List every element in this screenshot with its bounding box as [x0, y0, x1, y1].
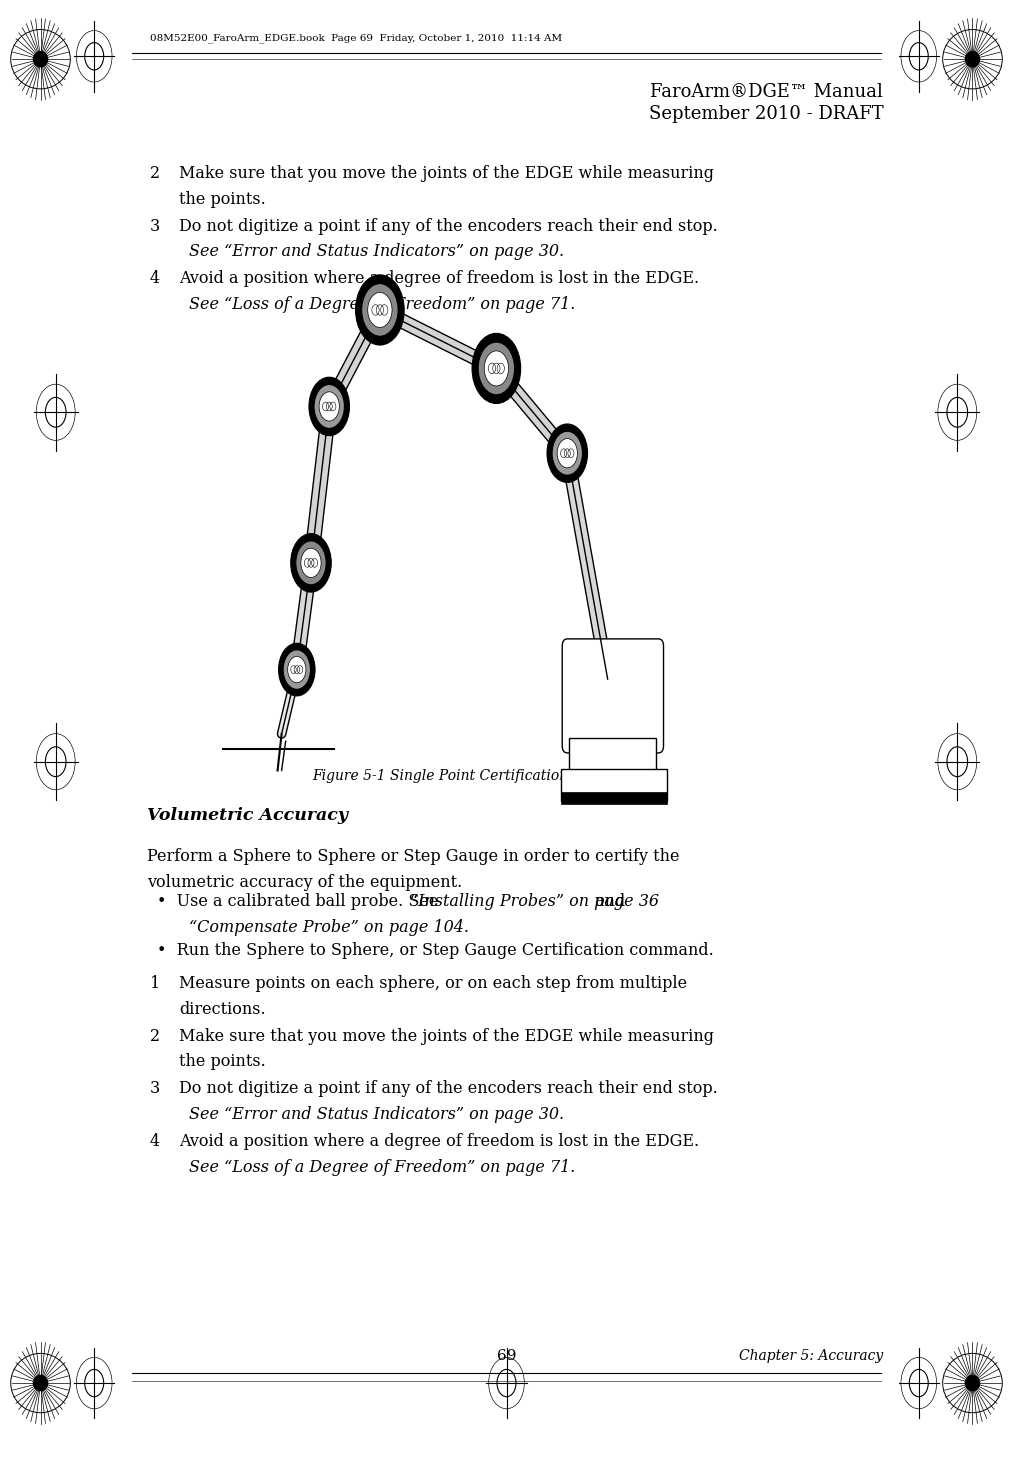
Text: 2: 2: [150, 165, 160, 183]
Text: directions.: directions.: [179, 1000, 266, 1018]
Circle shape: [557, 439, 577, 468]
Text: 1: 1: [150, 975, 160, 993]
Circle shape: [552, 431, 582, 475]
FancyBboxPatch shape: [561, 769, 667, 801]
Circle shape: [284, 649, 310, 689]
Circle shape: [301, 548, 321, 577]
Text: Do not digitize a point if any of the encoders reach their end stop.: Do not digitize a point if any of the en…: [179, 1080, 718, 1098]
Text: 4: 4: [150, 270, 160, 288]
Text: 3: 3: [150, 218, 160, 235]
Circle shape: [309, 377, 349, 436]
Text: •  Use a calibrated ball probe. See: • Use a calibrated ball probe. See: [157, 893, 444, 911]
Text: the points.: the points.: [179, 190, 266, 208]
Text: Perform a Sphere to Sphere or Step Gauge in order to certify the: Perform a Sphere to Sphere or Step Gauge…: [147, 848, 680, 866]
FancyBboxPatch shape: [562, 639, 664, 753]
Text: Avoid a position where a degree of freedom is lost in the EDGE.: Avoid a position where a degree of freed…: [179, 270, 699, 288]
Text: Avoid a position where a degree of freedom is lost in the EDGE.: Avoid a position where a degree of freed…: [179, 1133, 699, 1151]
Text: September 2010 - DRAFT: September 2010 - DRAFT: [648, 105, 883, 123]
Text: FaroArm®DGE™ Manual: FaroArm®DGE™ Manual: [650, 83, 883, 101]
Text: Make sure that you move the joints of the EDGE while measuring: Make sure that you move the joints of th…: [179, 165, 714, 183]
Circle shape: [356, 275, 404, 345]
Text: “Compensate Probe” on page 104.: “Compensate Probe” on page 104.: [189, 920, 469, 936]
Text: Figure 5-1 Single Point Certification: Figure 5-1 Single Point Certification: [313, 769, 568, 784]
Text: See “Loss of a Degree of Freedom” on page 71.: See “Loss of a Degree of Freedom” on pag…: [189, 1158, 575, 1175]
FancyBboxPatch shape: [569, 738, 656, 775]
Text: Chapter 5: Accuracy: Chapter 5: Accuracy: [739, 1348, 883, 1363]
Ellipse shape: [32, 51, 49, 67]
Text: and: and: [590, 893, 625, 911]
Text: Volumetric Accuracy: Volumetric Accuracy: [147, 807, 347, 825]
Circle shape: [279, 643, 315, 696]
Text: See “Loss of a Degree of Freedom” on page 71.: See “Loss of a Degree of Freedom” on pag…: [189, 295, 575, 313]
Circle shape: [296, 541, 326, 585]
Text: 08M52E00_FaroArm_EDGE.book  Page 69  Friday, October 1, 2010  11:14 AM: 08M52E00_FaroArm_EDGE.book Page 69 Frida…: [150, 34, 562, 42]
Text: the points.: the points.: [179, 1053, 266, 1070]
Circle shape: [319, 392, 339, 421]
Text: See “Error and Status Indicators” on page 30.: See “Error and Status Indicators” on pag…: [189, 1105, 564, 1123]
Text: 2: 2: [150, 1028, 160, 1045]
Circle shape: [368, 292, 392, 327]
FancyBboxPatch shape: [561, 792, 667, 804]
Circle shape: [362, 284, 398, 336]
Text: See “Error and Status Indicators” on page 30.: See “Error and Status Indicators” on pag…: [189, 243, 564, 260]
Ellipse shape: [964, 1374, 981, 1392]
Text: •  Run the Sphere to Sphere, or Step Gauge Certification command.: • Run the Sphere to Sphere, or Step Gaug…: [157, 942, 714, 959]
Circle shape: [291, 534, 331, 592]
Ellipse shape: [964, 51, 981, 67]
Circle shape: [484, 351, 509, 386]
Circle shape: [472, 333, 521, 404]
Text: 3: 3: [150, 1080, 160, 1098]
Text: Do not digitize a point if any of the encoders reach their end stop.: Do not digitize a point if any of the en…: [179, 218, 718, 235]
Text: oo: oo: [600, 689, 606, 694]
Ellipse shape: [32, 1374, 49, 1392]
Circle shape: [288, 656, 306, 683]
Text: 4: 4: [150, 1133, 160, 1151]
Text: volumetric accuracy of the equipment.: volumetric accuracy of the equipment.: [147, 874, 462, 890]
Text: 69: 69: [496, 1348, 517, 1363]
Text: Measure points on each sphere, or on each step from multiple: Measure points on each sphere, or on eac…: [179, 975, 688, 993]
Text: Make sure that you move the joints of the EDGE while measuring: Make sure that you move the joints of th…: [179, 1028, 714, 1045]
Circle shape: [314, 385, 344, 428]
Text: “Installing Probes” on page 36: “Installing Probes” on page 36: [410, 893, 659, 911]
Circle shape: [547, 424, 588, 482]
Circle shape: [478, 342, 515, 395]
